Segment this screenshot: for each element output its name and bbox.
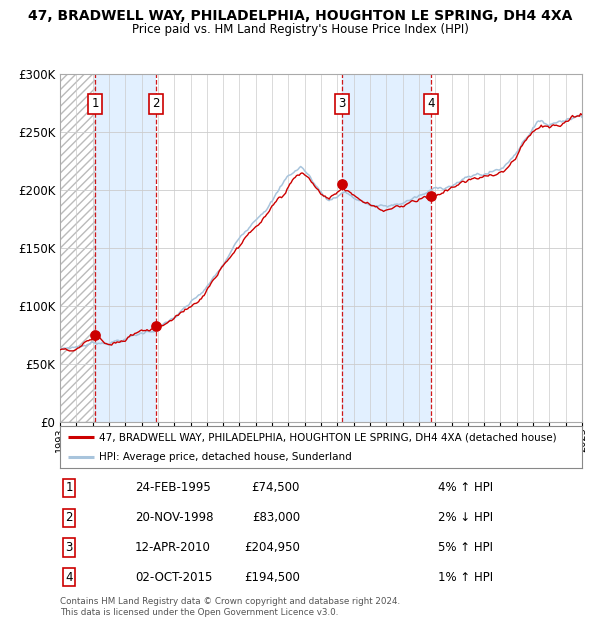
Text: 24-FEB-1995: 24-FEB-1995	[135, 482, 211, 494]
Text: 2% ↓ HPI: 2% ↓ HPI	[438, 512, 493, 524]
Text: £74,500: £74,500	[251, 482, 300, 494]
Text: 20-NOV-1998: 20-NOV-1998	[135, 512, 214, 524]
Point	[337, 179, 347, 189]
Point	[151, 321, 161, 330]
Text: £83,000: £83,000	[252, 512, 300, 524]
Text: 02-OCT-2015: 02-OCT-2015	[135, 571, 212, 583]
Text: 4: 4	[65, 571, 73, 583]
Text: £194,500: £194,500	[244, 571, 300, 583]
Text: 5% ↑ HPI: 5% ↑ HPI	[438, 541, 493, 554]
Text: 1: 1	[65, 482, 73, 494]
Text: 3: 3	[338, 97, 346, 110]
Text: 1: 1	[91, 97, 99, 110]
Text: 4: 4	[427, 97, 435, 110]
Text: 2: 2	[152, 97, 160, 110]
Bar	[156, 74, 342, 422]
Text: 1% ↑ HPI: 1% ↑ HPI	[438, 571, 493, 583]
Text: 12-APR-2010: 12-APR-2010	[135, 541, 211, 554]
Bar	[95, 74, 156, 422]
Bar	[342, 74, 431, 422]
Point	[90, 330, 100, 340]
Text: 47, BRADWELL WAY, PHILADELPHIA, HOUGHTON LE SPRING, DH4 4XA (detached house): 47, BRADWELL WAY, PHILADELPHIA, HOUGHTON…	[99, 432, 557, 442]
Bar	[60, 74, 95, 422]
Text: 3: 3	[65, 541, 73, 554]
Point	[427, 192, 436, 202]
Bar	[60, 74, 95, 422]
Text: Contains HM Land Registry data © Crown copyright and database right 2024.
This d: Contains HM Land Registry data © Crown c…	[60, 598, 400, 617]
Text: £204,950: £204,950	[244, 541, 300, 554]
Text: HPI: Average price, detached house, Sunderland: HPI: Average price, detached house, Sund…	[99, 452, 352, 462]
Bar	[431, 74, 582, 422]
Text: 47, BRADWELL WAY, PHILADELPHIA, HOUGHTON LE SPRING, DH4 4XA: 47, BRADWELL WAY, PHILADELPHIA, HOUGHTON…	[28, 9, 572, 24]
Text: 4% ↑ HPI: 4% ↑ HPI	[438, 482, 493, 494]
Text: 2: 2	[65, 512, 73, 524]
Text: Price paid vs. HM Land Registry's House Price Index (HPI): Price paid vs. HM Land Registry's House …	[131, 23, 469, 36]
